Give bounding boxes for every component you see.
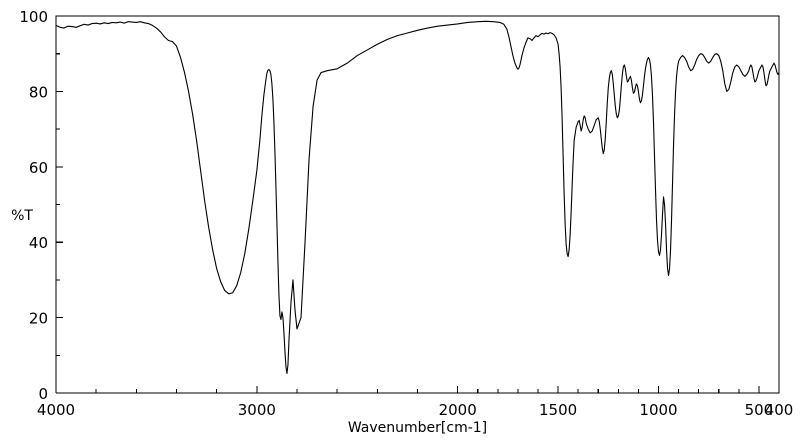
y-tick-label: 60 [29, 159, 48, 177]
y-tick-label: 0 [38, 385, 48, 403]
y-axis-title: %T [11, 208, 33, 224]
x-tick-label: 3000 [238, 401, 276, 419]
x-tick-label: 1500 [539, 401, 577, 419]
y-axis-tick-labels: 0 20 40 60 80 100 [19, 8, 48, 403]
y-axis-ticks [56, 15, 63, 394]
x-tick-label: 4000 [37, 401, 75, 419]
x-axis-title: Wavenumber[cm-1] [348, 420, 487, 436]
x-tick-label: 2000 [439, 401, 477, 419]
y-tick-label: 20 [29, 310, 48, 328]
x-tick-label: 400 [765, 401, 794, 419]
x-tick-label: 500 [745, 401, 774, 419]
y-tick-label: 40 [29, 234, 48, 252]
y-tick-label: 100 [19, 8, 48, 26]
spectrum-trace [55, 20, 780, 374]
x-axis-ticks [55, 386, 780, 393]
y-tick-label: 80 [29, 83, 48, 101]
x-tick-label: 1000 [639, 401, 677, 419]
